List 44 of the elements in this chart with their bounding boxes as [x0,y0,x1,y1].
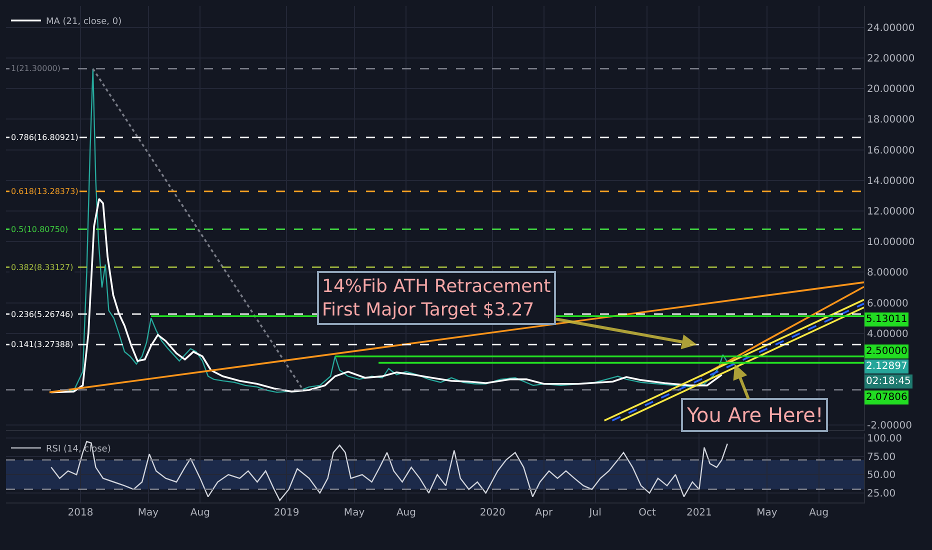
ref-line-label: 0.141(3.27388) [11,340,74,349]
x-tick-label: May [138,508,159,519]
x-tick-label: Oct [638,508,656,519]
text: 2.50000 [866,346,908,357]
ref-line-label: 0.236(5.26746) [11,310,74,319]
text: 02:18:45 [866,376,911,387]
ref-line-label: 0.618(13.28373) [11,187,78,196]
x-tick-label: 2021 [686,508,712,519]
annotation: 14%Fib ATH Retracement First Major Target $3.27 [322,276,551,320]
y-tick-label: 4.00000 [867,328,908,340]
y-tick-label: 18.00000 [867,114,915,126]
y-tick-label: 14.00000 [867,176,915,187]
y-tick-label: 16.00000 [867,145,915,156]
ref-line-label: 0.5(10.80750) [11,225,68,234]
y-tick-label: 25.00 [867,488,896,500]
x-tick-label: May [756,508,778,519]
y-tick-label: 24.00000 [867,22,915,34]
ref-line-label: 0.786(16.80921) [11,133,78,142]
y-tick-label: 10.00000 [867,237,915,248]
ref-line-label: 1(21.30000) [11,64,61,73]
text: 2.12897 [866,361,908,372]
y-tick-label: 50.00 [867,470,896,482]
text: 2.07806 [866,392,908,403]
y-tick-label: 6.00000 [867,298,908,310]
ref-line-label: 0.382(8.33127) [11,263,74,272]
x-tick-label: May [344,508,365,519]
x-tick-label: Apr [535,508,554,519]
y-tick-label: -2.00000 [867,420,912,432]
annotation: You Are Here! [686,403,824,427]
y-tick-label: 12.00000 [867,206,915,218]
x-tick-label: 2020 [480,508,506,519]
x-tick-label: Jul [588,508,602,519]
x-tick-label: 2018 [68,508,94,519]
legend-label: MA (21, close, 0) [46,17,122,28]
y-tick-label: 75.00 [867,452,896,463]
y-tick-label: 20.00000 [867,84,915,96]
x-tick-label: 2019 [274,508,300,519]
y-tick-label: 100.00 [867,433,902,444]
x-tick-label: Aug [396,508,416,519]
x-tick-label: Aug [809,508,829,519]
y-tick-label: 22.00000 [867,54,915,65]
y-tick-label: 8.00000 [867,268,908,279]
text: 5.13011 [866,314,908,325]
x-tick-label: Aug [190,508,210,519]
